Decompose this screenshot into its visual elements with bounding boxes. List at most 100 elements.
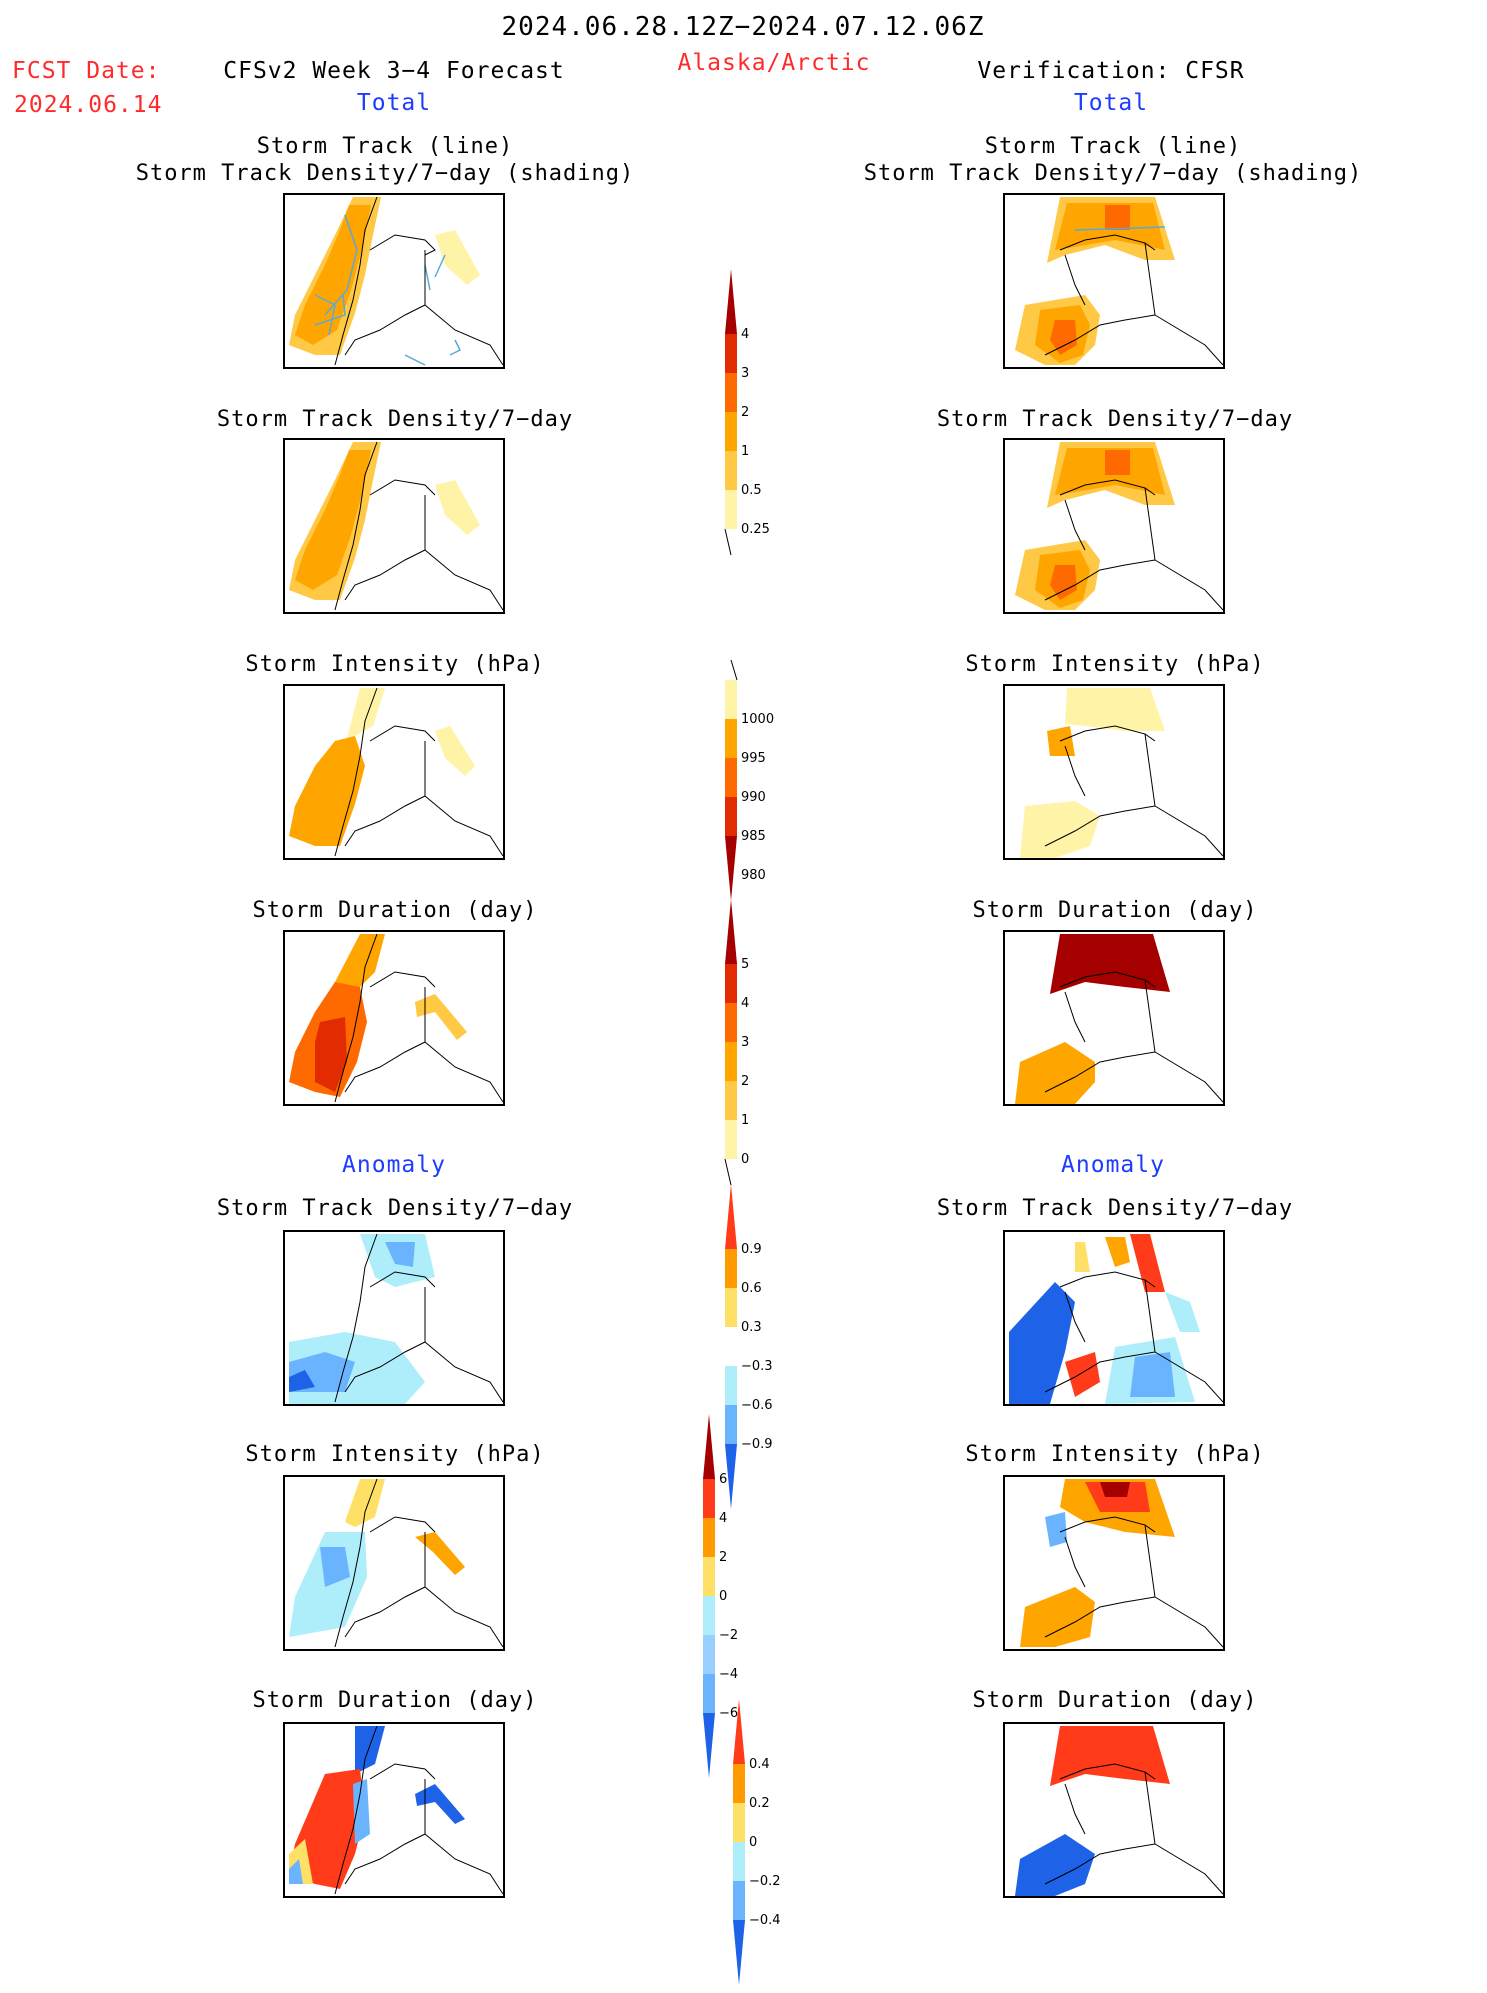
colorbar-swatch <box>703 1518 715 1557</box>
right-track-shading-title: Storm Track Density/7−day (shading) <box>863 161 1363 186</box>
colorbar-tick-label: 3 <box>741 1035 749 1050</box>
left-track-shading-title: Storm Track Density/7−day (shading) <box>135 161 635 186</box>
right-anom-intensity-title: Storm Intensity (hPa) <box>965 1442 1265 1467</box>
map-verification-track <box>1003 193 1225 369</box>
map-forecast-anomaly-intensity <box>283 1475 505 1651</box>
right-intensity-title: Storm Intensity (hPa) <box>965 652 1265 677</box>
map-forecast-anomaly-duration <box>283 1722 505 1898</box>
map-forecast-intensity <box>283 684 505 860</box>
colorbar-swatch <box>725 1120 737 1159</box>
left-total-label: Total <box>356 90 432 116</box>
right-anom-density-title: Storm Track Density/7−day <box>936 1196 1294 1221</box>
colorbar-swatch <box>703 1713 715 1778</box>
right-total-label: Total <box>1073 90 1149 116</box>
colorbar-swatch <box>703 1414 715 1479</box>
colorbar-intensity: 1000 995 990 985 980 <box>725 650 785 909</box>
colorbar-swatch <box>725 964 737 1003</box>
map-forecast-anomaly-density <box>283 1230 505 1406</box>
colorbar-tick-label: 2 <box>719 1550 727 1565</box>
period-title: 2024.06.28.12Z−2024.07.12.06Z <box>501 12 985 42</box>
colorbar-tick-label: −6 <box>719 1706 738 1721</box>
colorbar-swatch <box>703 1596 715 1635</box>
colorbar-tick-label: 0.4 <box>749 1757 770 1772</box>
colorbar-swatch <box>725 334 737 373</box>
map-verification-anomaly-duration <box>1003 1722 1225 1898</box>
colorbar-tick-label: −0.6 <box>741 1398 773 1413</box>
right-density-title: Storm Track Density/7−day <box>936 407 1294 432</box>
left-intensity-title: Storm Intensity (hPa) <box>245 652 545 677</box>
colorbar-swatch <box>725 1249 737 1288</box>
colorbar-swatch <box>733 1764 745 1803</box>
verification-title: Verification: CFSR <box>977 58 1245 84</box>
colorbar-tick-label: −0.4 <box>749 1913 781 1928</box>
colorbar-anomaly-density: 0.9 0.6 0.3 −0.3 −0.6 −0.9 <box>725 1180 785 1517</box>
colorbar-tick-label: 5 <box>741 957 749 972</box>
colorbar-swatch <box>725 719 737 758</box>
colorbar-tick-label: 0.25 <box>741 522 770 537</box>
colorbar-tick-label: 2 <box>741 1074 749 1089</box>
colorbar-swatch <box>725 451 737 490</box>
map-verification-duration <box>1003 930 1225 1106</box>
colorbar-swatch <box>725 1405 737 1444</box>
fcst-date-value: 2024.06.14 <box>14 92 163 118</box>
colorbar-tick-label: 3 <box>741 366 749 381</box>
colorbar-tick-label: 0.6 <box>741 1281 762 1296</box>
left-anom-density-title: Storm Track Density/7−day <box>216 1196 574 1221</box>
left-density-title: Storm Track Density/7−day <box>216 407 574 432</box>
colorbar-tick-label: 4 <box>719 1511 727 1526</box>
colorbar-swatch <box>703 1674 715 1713</box>
colorbar-swatch <box>725 899 737 964</box>
right-duration-title: Storm Duration (day) <box>972 898 1258 923</box>
left-anomaly-label: Anomaly <box>342 1152 446 1178</box>
colorbar-tick-label: 0 <box>741 1152 749 1167</box>
colorbar-tick-label: 985 <box>741 829 766 844</box>
right-track-title: Storm Track (line) Storm Track Density/7… <box>864 133 1363 187</box>
colorbar-swatch <box>733 1881 745 1920</box>
right-track-line-title: Storm Track (line) <box>984 134 1242 159</box>
colorbar-density: 4 3 2 1 0.5 0.25 <box>724 265 785 563</box>
colorbar-swatch <box>733 1803 745 1842</box>
colorbar-tick-label: 0 <box>749 1835 757 1850</box>
colorbar-tick-label: 0 <box>719 1589 727 1604</box>
right-anomaly-label: Anomaly <box>1061 1152 1165 1178</box>
colorbar-swatch <box>733 1842 745 1881</box>
map-forecast-duration <box>283 930 505 1106</box>
colorbar-swatch <box>725 1288 737 1327</box>
colorbar-swatch <box>733 1699 745 1764</box>
colorbar-tick-label: 4 <box>741 996 749 1011</box>
colorbar-tick-label: 1000 <box>741 712 774 727</box>
colorbar-swatch <box>725 269 737 334</box>
colorbar-swatch <box>725 412 737 451</box>
colorbar-swatch <box>725 1327 737 1366</box>
map-verification-density <box>1003 438 1225 614</box>
map-verification-anomaly-density <box>1003 1230 1225 1406</box>
colorbar-swatch <box>733 1920 745 1985</box>
colorbar-swatch <box>725 758 737 797</box>
forecast-title: CFSv2 Week 3−4 Forecast <box>223 58 565 84</box>
colorbar-tick-label: 0.2 <box>749 1796 770 1811</box>
colorbar-swatch <box>725 373 737 412</box>
map-verification-anomaly-intensity <box>1003 1475 1225 1651</box>
colorbar-tick-label: 1 <box>741 444 749 459</box>
map-verification-intensity <box>1003 684 1225 860</box>
colorbar-tick-label: 0.9 <box>741 1242 762 1257</box>
map-forecast-density <box>283 438 505 614</box>
colorbar-anomaly-intensity: 6 4 2 0 −2 −4 −6 <box>703 1410 763 1786</box>
colorbar-tick-label: −0.9 <box>741 1437 773 1452</box>
colorbar-tick-label: −2 <box>719 1628 738 1643</box>
colorbar-swatch <box>725 836 737 901</box>
map-forecast-track <box>283 193 505 369</box>
colorbar-tick-label: 4 <box>741 327 749 342</box>
colorbar-tail <box>730 659 738 681</box>
colorbar-tick-label: −0.3 <box>741 1359 773 1374</box>
colorbar-duration: 5 4 3 2 1 0 <box>724 895 785 1193</box>
left-anom-intensity-title: Storm Intensity (hPa) <box>245 1442 545 1467</box>
colorbar-tick-label: 2 <box>741 405 749 420</box>
colorbar-tick-label: −4 <box>719 1667 738 1682</box>
colorbar-swatch <box>725 1444 737 1509</box>
colorbar-tick-label: 980 <box>741 868 766 883</box>
colorbar-swatch <box>725 797 737 836</box>
colorbar-tick-label: 0.5 <box>741 483 762 498</box>
colorbar-tail <box>724 1158 732 1186</box>
colorbar-swatch <box>703 1635 715 1674</box>
